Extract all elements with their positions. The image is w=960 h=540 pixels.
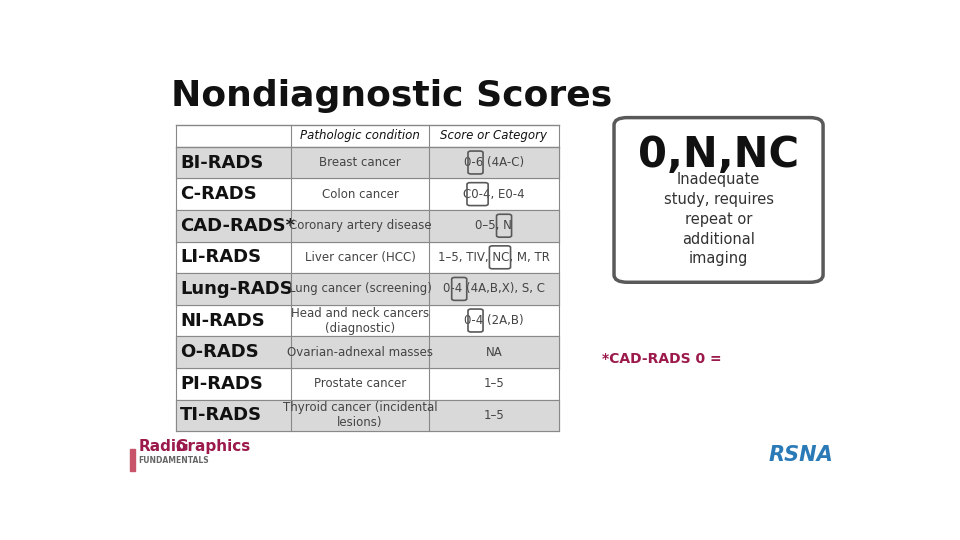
Text: Breast cancer: Breast cancer (319, 156, 401, 169)
Text: 0–5, N: 0–5, N (475, 219, 513, 232)
Text: 0-4 (2A,B): 0-4 (2A,B) (464, 314, 523, 327)
Text: CAD-RADS*: CAD-RADS* (180, 217, 296, 235)
Text: NA: NA (486, 346, 502, 359)
Text: 1–5: 1–5 (484, 377, 504, 390)
FancyBboxPatch shape (614, 118, 823, 282)
Text: Liver cancer (HCC): Liver cancer (HCC) (304, 251, 416, 264)
Text: Colon cancer: Colon cancer (322, 187, 398, 201)
Text: *CAD-RADS 0 =: *CAD-RADS 0 = (602, 352, 722, 366)
Bar (176, 210, 559, 241)
Bar (176, 400, 559, 431)
Bar (130, 449, 134, 471)
Text: Lung-RADS: Lung-RADS (180, 280, 293, 298)
Text: 0-6 (4A-C): 0-6 (4A-C) (464, 156, 524, 169)
Text: Prostate cancer: Prostate cancer (314, 377, 406, 390)
Text: C-RADS: C-RADS (180, 185, 257, 203)
Text: Thyroid cancer (incidental
lesions): Thyroid cancer (incidental lesions) (282, 401, 437, 429)
Text: Ovarian-adnexal masses: Ovarian-adnexal masses (287, 346, 433, 359)
Text: Coronary artery disease: Coronary artery disease (289, 219, 431, 232)
Text: 0,N,NC: 0,N,NC (638, 134, 799, 176)
Text: 1–5, TIV, NC, M, TR: 1–5, TIV, NC, M, TR (438, 251, 550, 264)
Text: Inadequate
study, requires
repeat or
additional
imaging: Inadequate study, requires repeat or add… (663, 172, 774, 267)
Text: O-RADS: O-RADS (180, 343, 259, 361)
Text: BI-RADS: BI-RADS (180, 153, 264, 172)
Bar (176, 336, 559, 368)
Text: NI-RADS: NI-RADS (180, 312, 265, 329)
Text: LI-RADS: LI-RADS (180, 248, 261, 266)
Text: FUNDAMENTALS: FUNDAMENTALS (138, 456, 209, 465)
Text: TI-RADS: TI-RADS (180, 406, 262, 424)
Text: Nondiagnostic Scores: Nondiagnostic Scores (171, 79, 612, 113)
Text: PI-RADS: PI-RADS (180, 375, 263, 393)
Text: Pathologic condition: Pathologic condition (300, 130, 420, 143)
Text: .: . (175, 436, 182, 455)
Text: 1–5: 1–5 (484, 409, 504, 422)
Text: RSNA: RSNA (768, 445, 833, 465)
Text: Graphics: Graphics (175, 440, 251, 454)
Text: C0-4, E0-4: C0-4, E0-4 (463, 187, 525, 201)
Text: 0-4 (4A,B,X), S, C: 0-4 (4A,B,X), S, C (443, 282, 545, 295)
Text: Score or Category: Score or Category (441, 130, 547, 143)
Bar (176, 147, 559, 178)
Bar (176, 273, 559, 305)
Text: Lung cancer (screening): Lung cancer (screening) (289, 282, 431, 295)
Text: Head and neck cancers
(diagnostic): Head and neck cancers (diagnostic) (291, 307, 429, 334)
Text: Radio: Radio (138, 440, 187, 454)
